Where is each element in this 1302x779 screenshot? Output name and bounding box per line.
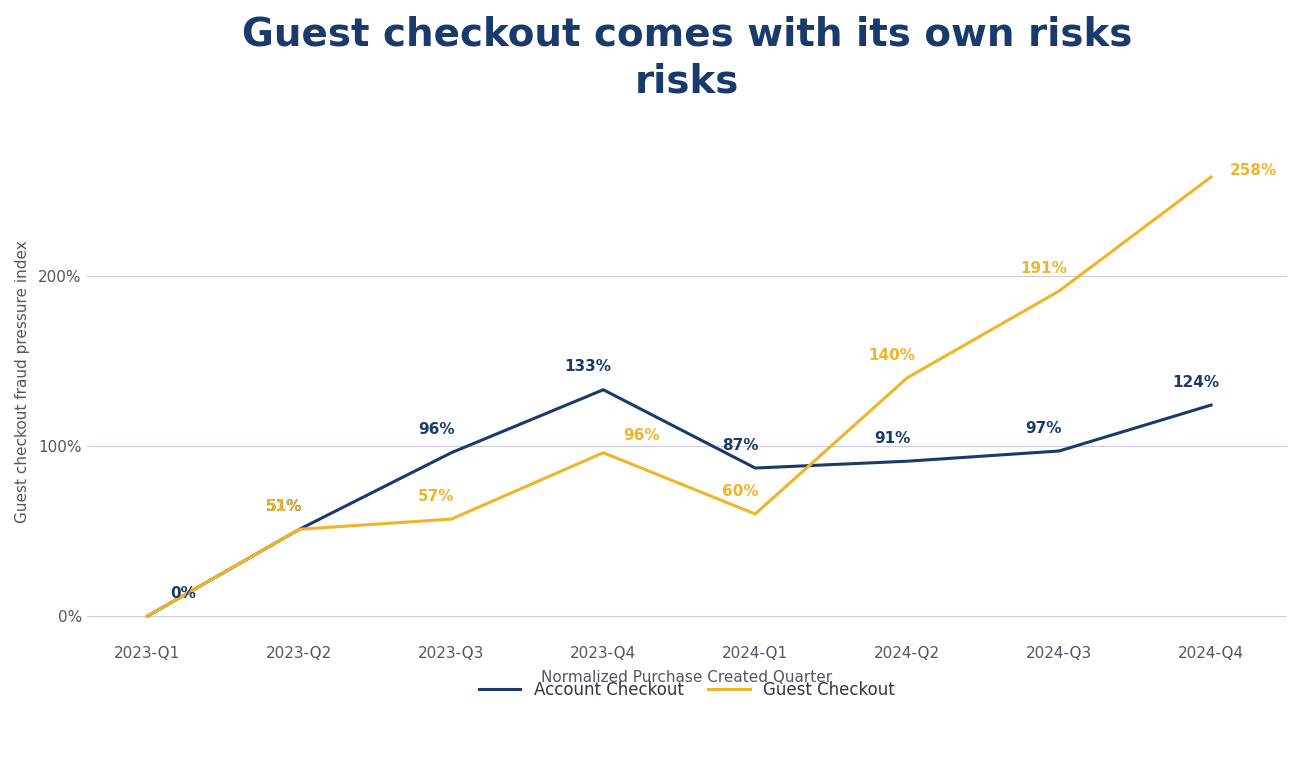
Account Checkout: [444, 448, 460, 457]
Text: 97%: 97%: [1026, 421, 1062, 435]
Text: 57%: 57%: [418, 488, 454, 504]
Text: 96%: 96%: [622, 428, 660, 442]
Account Checkout: [900, 456, 915, 466]
Guest Checkout: [595, 448, 611, 457]
Guest Checkout: [444, 514, 460, 523]
Guest Checkout: [139, 612, 155, 621]
Text: 124%: 124%: [1172, 375, 1220, 390]
Line: Account Checkout: Account Checkout: [147, 390, 1211, 616]
Text: 51%: 51%: [266, 499, 302, 514]
Text: 133%: 133%: [565, 359, 612, 375]
Text: 96%: 96%: [418, 422, 454, 437]
Text: 51%: 51%: [266, 499, 302, 514]
Guest Checkout: [747, 509, 763, 519]
Account Checkout: [139, 612, 155, 621]
Legend: Account Checkout, Guest Checkout: Account Checkout, Guest Checkout: [471, 675, 902, 706]
Guest Checkout: [1203, 172, 1219, 182]
Account Checkout: [292, 524, 307, 534]
Guest Checkout: [900, 373, 915, 382]
Account Checkout: [747, 464, 763, 473]
Text: 140%: 140%: [868, 347, 915, 362]
Text: 258%: 258%: [1229, 163, 1276, 178]
Account Checkout: [1203, 400, 1219, 410]
Title: Guest checkout comes with its own risks
risks: Guest checkout comes with its own risks …: [242, 15, 1131, 100]
Text: 191%: 191%: [1021, 261, 1068, 276]
Y-axis label: Guest checkout fraud pressure index: Guest checkout fraud pressure index: [16, 241, 30, 523]
Account Checkout: [1051, 446, 1066, 456]
X-axis label: Normalized Purchase Created Quarter: Normalized Purchase Created Quarter: [542, 670, 832, 685]
Text: 91%: 91%: [874, 431, 910, 446]
Guest Checkout: [292, 524, 307, 534]
Account Checkout: [595, 385, 611, 394]
Line: Guest Checkout: Guest Checkout: [147, 177, 1211, 616]
Text: 0%: 0%: [171, 586, 197, 601]
Text: 60%: 60%: [721, 484, 758, 499]
Guest Checkout: [1051, 287, 1066, 296]
Text: 87%: 87%: [721, 438, 758, 453]
